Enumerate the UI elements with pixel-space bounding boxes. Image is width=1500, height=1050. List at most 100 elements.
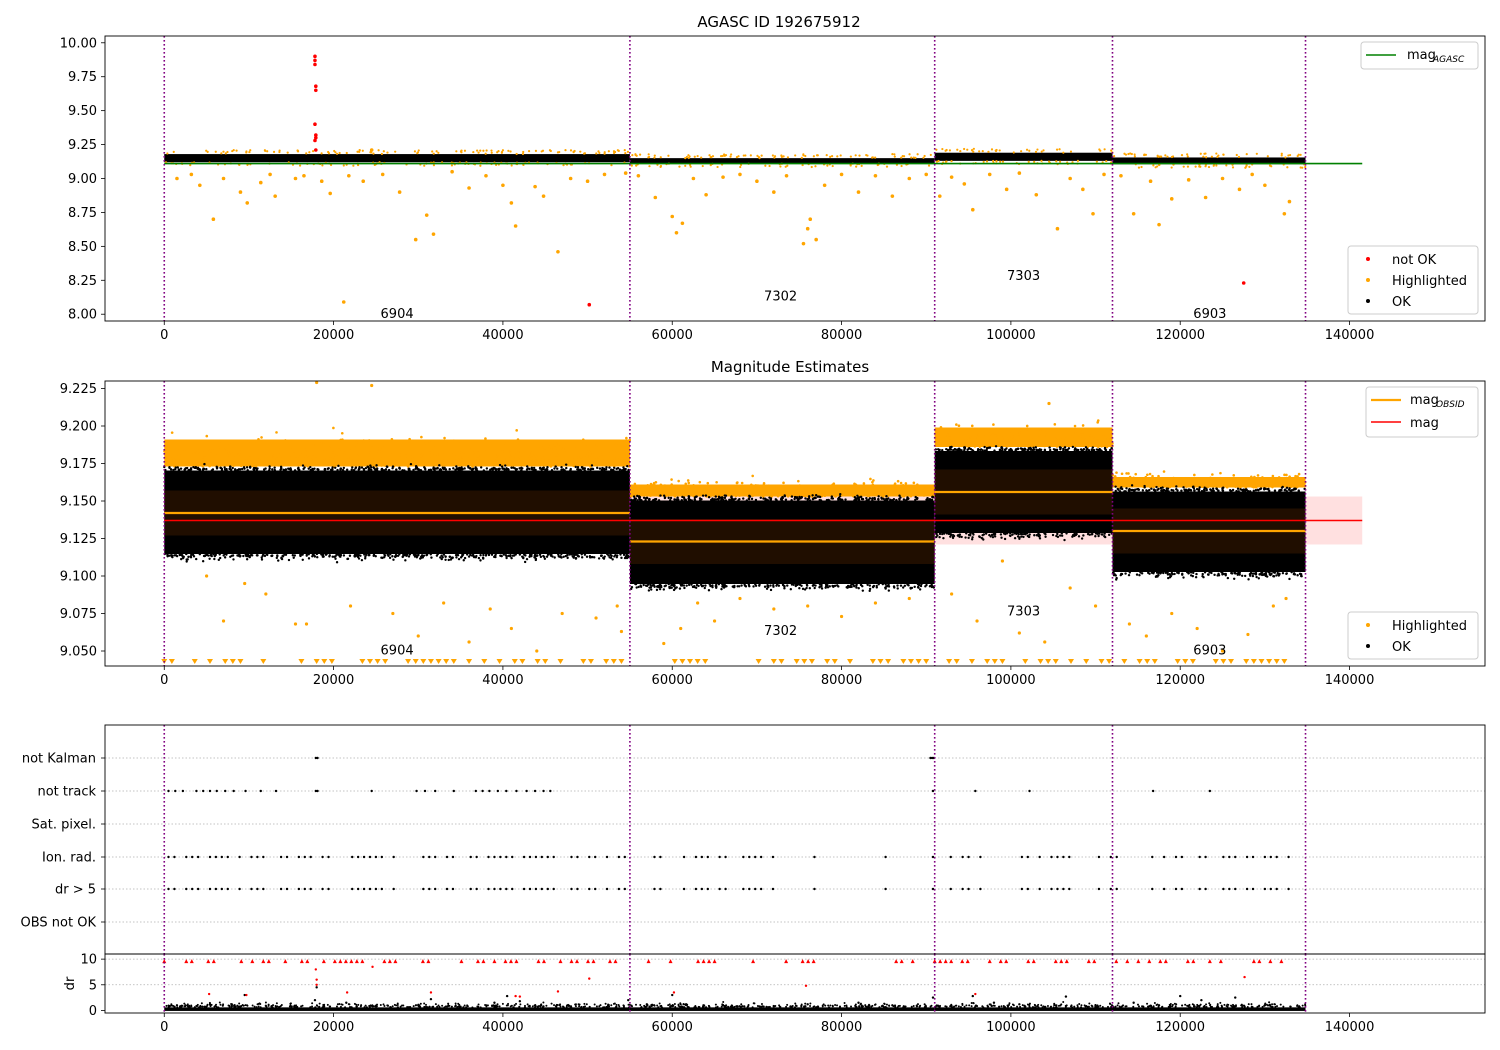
highlighted-point	[1236, 485, 1239, 488]
highlighted-point	[403, 460, 407, 464]
highlighted-point	[183, 449, 187, 453]
ok-point	[530, 553, 533, 556]
highlighted-point	[1195, 626, 1199, 631]
flag-point	[469, 887, 472, 891]
dr-point	[556, 1003, 559, 1006]
highlighted-point	[250, 458, 253, 462]
flag-point	[706, 855, 709, 859]
highlighted-point	[673, 493, 677, 497]
ok-point	[624, 467, 627, 471]
highlighted-point	[643, 486, 647, 490]
highlighted-point	[356, 460, 359, 463]
highlighted-point	[804, 492, 808, 495]
highlighted-point	[971, 439, 975, 443]
dr-point	[275, 1005, 278, 1008]
ok-point	[236, 468, 239, 472]
dr-point	[765, 1005, 768, 1008]
ok-point	[498, 463, 502, 467]
highlighted-point	[916, 493, 920, 496]
flag-point	[742, 887, 745, 891]
ok-point	[421, 555, 425, 558]
highlighted-point	[552, 463, 556, 466]
highlighted-point	[1054, 442, 1057, 446]
dr-point	[275, 1002, 278, 1005]
flag-point	[174, 789, 177, 793]
highlighted-point	[585, 179, 590, 184]
highlighted-point	[329, 447, 333, 451]
ok-point	[574, 556, 578, 560]
dr-point	[318, 1002, 321, 1005]
ok-point	[793, 495, 797, 499]
highlighted-point	[984, 435, 987, 438]
ok-point	[811, 494, 814, 497]
highlighted-point	[1095, 160, 1098, 163]
ok-point	[918, 588, 922, 591]
ok-point	[509, 554, 512, 557]
highlighted-point	[1093, 604, 1098, 608]
highlighted-point	[881, 495, 885, 498]
highlighted-point	[1012, 442, 1016, 445]
highlighted-point	[713, 490, 717, 493]
ok-point	[562, 555, 565, 558]
ok-point	[969, 532, 972, 535]
highlighted-point	[576, 456, 580, 459]
ok-point	[927, 499, 930, 502]
ok-point	[173, 554, 177, 557]
ok-point	[438, 464, 441, 467]
dr-point	[684, 1003, 687, 1006]
highlighted-point	[966, 148, 969, 151]
ok-point	[907, 584, 910, 587]
dr-point	[885, 1003, 888, 1006]
x-tick-label: 140000	[1325, 673, 1375, 688]
highlighted-point	[808, 488, 812, 491]
highlighted-point	[730, 489, 734, 492]
highlighted-point	[1146, 473, 1149, 477]
highlighted-point	[540, 460, 543, 464]
ok-point	[346, 557, 349, 561]
highlighted-point	[335, 152, 339, 155]
highlighted-point	[970, 424, 974, 428]
highlighted-point	[685, 155, 689, 159]
ok-point	[1192, 571, 1195, 575]
highlighted-point	[721, 154, 724, 158]
ok-point	[722, 499, 725, 502]
highlighted-point	[1022, 444, 1025, 448]
ok-point	[252, 468, 256, 472]
flag-point	[191, 855, 194, 859]
flag-point	[540, 855, 544, 859]
highlighted-point	[922, 494, 926, 497]
dr-point	[428, 1005, 431, 1008]
highlighted-point	[440, 457, 444, 461]
highlighted-point	[436, 453, 439, 457]
highlighted-point	[273, 441, 276, 445]
below-range-marker	[481, 659, 488, 664]
dr-point	[237, 1005, 240, 1008]
highlighted-point	[1075, 442, 1079, 446]
dr-point	[289, 1004, 292, 1007]
ok-point	[1119, 487, 1122, 490]
ok-point	[1038, 537, 1042, 540]
ok-point	[380, 468, 383, 471]
highlighted-point	[347, 456, 350, 460]
ok-point	[1108, 448, 1112, 452]
highlighted-point	[1244, 481, 1248, 485]
highlighted-point	[729, 155, 732, 158]
highlighted-point	[324, 460, 327, 464]
highlighted-point	[311, 442, 315, 445]
ok-point	[242, 466, 246, 469]
highlighted-point	[1252, 484, 1256, 488]
below-range-marker	[869, 659, 876, 664]
flag-point	[1056, 855, 1059, 859]
ok-point	[804, 497, 807, 500]
highlighted-point	[1237, 187, 1242, 192]
ok-point	[637, 585, 640, 589]
highlighted-point	[889, 485, 893, 488]
flag-point	[748, 887, 751, 891]
ok-point	[1254, 571, 1258, 575]
highlighted-point	[522, 150, 525, 154]
highlighted-point	[1148, 179, 1153, 184]
highlighted-point	[987, 172, 992, 177]
dr-point	[228, 1005, 231, 1008]
ok-point	[1233, 571, 1236, 574]
ok-point	[737, 499, 740, 502]
